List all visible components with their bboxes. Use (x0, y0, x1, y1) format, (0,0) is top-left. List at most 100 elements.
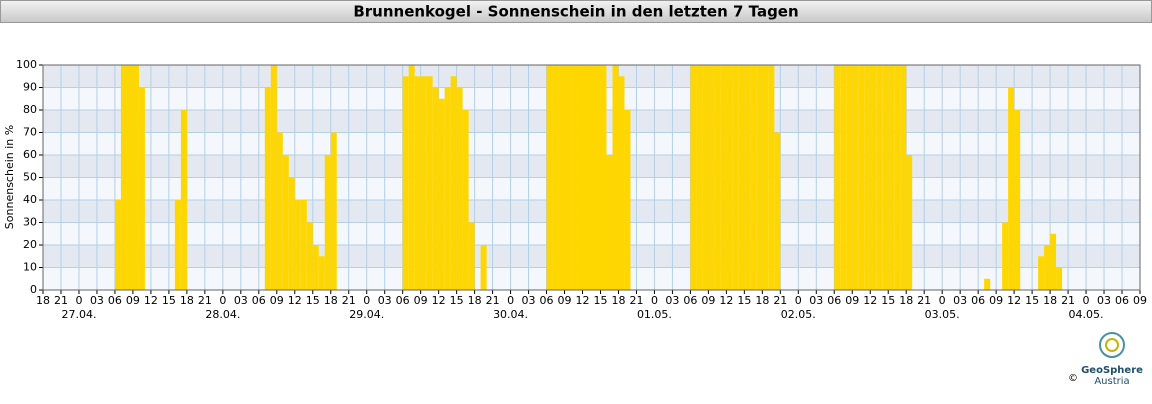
copyright: © (1068, 373, 1078, 384)
bar (588, 65, 595, 290)
bar (324, 155, 331, 290)
bar (468, 222, 475, 290)
x-tick-label: 0 (939, 294, 946, 307)
bar (282, 155, 289, 290)
x-tick-label: 0 (1083, 294, 1090, 307)
bar (756, 65, 763, 290)
bar (312, 245, 319, 290)
y-tick-label: 50 (23, 171, 37, 184)
bar (744, 65, 751, 290)
x-tick-label: 0 (651, 294, 658, 307)
x-tick-label: 06 (827, 294, 841, 307)
x-tick-label: 03 (1097, 294, 1111, 307)
x-tick-label: 09 (126, 294, 140, 307)
bar (450, 76, 457, 290)
x-tick-label: 18 (36, 294, 50, 307)
x-tick-label: 06 (1115, 294, 1129, 307)
bar (702, 65, 709, 290)
date-label: 01.05. (637, 308, 672, 321)
y-tick-label: 40 (23, 193, 37, 206)
x-tick-label: 09 (701, 294, 715, 307)
date-label: 04.05. (1069, 308, 1104, 321)
x-tick-label: 12 (863, 294, 877, 307)
date-label: 27.04. (61, 308, 96, 321)
bar (714, 65, 721, 290)
bar (546, 65, 553, 290)
bar (1038, 256, 1045, 290)
x-tick-label: 06 (252, 294, 266, 307)
bar (288, 177, 295, 290)
x-tick-label: 21 (486, 294, 500, 307)
x-tick-label: 12 (1007, 294, 1021, 307)
bar (462, 110, 469, 290)
bar (582, 65, 589, 290)
bar (402, 76, 409, 290)
bar (294, 200, 301, 290)
bar (552, 65, 559, 290)
bar (180, 110, 187, 290)
bar (900, 65, 907, 290)
x-tick-label: 09 (845, 294, 859, 307)
y-tick-label: 80 (23, 103, 37, 116)
bar (606, 155, 613, 290)
bar (300, 200, 307, 290)
bar (846, 65, 853, 290)
bar (174, 200, 181, 290)
x-tick-label: 06 (540, 294, 554, 307)
x-tick-label: 15 (593, 294, 607, 307)
bar (132, 65, 139, 290)
x-tick-label: 18 (180, 294, 194, 307)
bar (1050, 233, 1057, 290)
date-label: 28.04. (205, 308, 240, 321)
bar (984, 278, 991, 290)
x-tick-label: 21 (773, 294, 787, 307)
bar (870, 65, 877, 290)
x-tick-label: 15 (306, 294, 320, 307)
bar (1056, 267, 1063, 290)
bar (420, 76, 427, 290)
x-tick-label: 18 (468, 294, 482, 307)
x-tick-label: 21 (54, 294, 68, 307)
x-tick-label: 03 (234, 294, 248, 307)
bar (732, 65, 739, 290)
date-label: 02.05. (781, 308, 816, 321)
bar (414, 76, 421, 290)
x-tick-label: 03 (90, 294, 104, 307)
logo-name: GeoSphere (1081, 365, 1143, 376)
bar (408, 65, 415, 290)
x-tick-label: 15 (1025, 294, 1039, 307)
bar (720, 65, 727, 290)
bar (618, 76, 625, 290)
bar (444, 87, 451, 290)
y-tick-label: 60 (23, 148, 37, 161)
bar (318, 256, 325, 290)
x-tick-label: 18 (324, 294, 338, 307)
y-tick-label: 100 (16, 58, 37, 71)
bar (708, 65, 715, 290)
bar (1002, 222, 1009, 290)
x-tick-label: 06 (108, 294, 122, 307)
y-tick-label: 20 (23, 238, 37, 251)
bar (894, 65, 901, 290)
bar (126, 65, 133, 290)
bar (840, 65, 847, 290)
x-tick-label: 03 (953, 294, 967, 307)
bar (456, 87, 463, 290)
bar (426, 76, 433, 290)
bar (834, 65, 841, 290)
bar (270, 65, 277, 290)
x-tick-label: 12 (576, 294, 590, 307)
logo-icon (1105, 338, 1119, 352)
x-tick-label: 15 (737, 294, 751, 307)
chart-title: Brunnenkogel - Sonnenschein in den letzt… (353, 3, 798, 21)
x-tick-label: 12 (144, 294, 158, 307)
x-tick-label: 18 (755, 294, 769, 307)
bar (114, 200, 121, 290)
y-axis-label: Sonnenschein in % (3, 125, 16, 229)
x-tick-label: 0 (795, 294, 802, 307)
x-tick-label: 18 (611, 294, 625, 307)
x-tick-label: 0 (507, 294, 514, 307)
x-tick-label: 21 (629, 294, 643, 307)
x-tick-label: 21 (1061, 294, 1075, 307)
y-tick-label: 90 (23, 81, 37, 94)
